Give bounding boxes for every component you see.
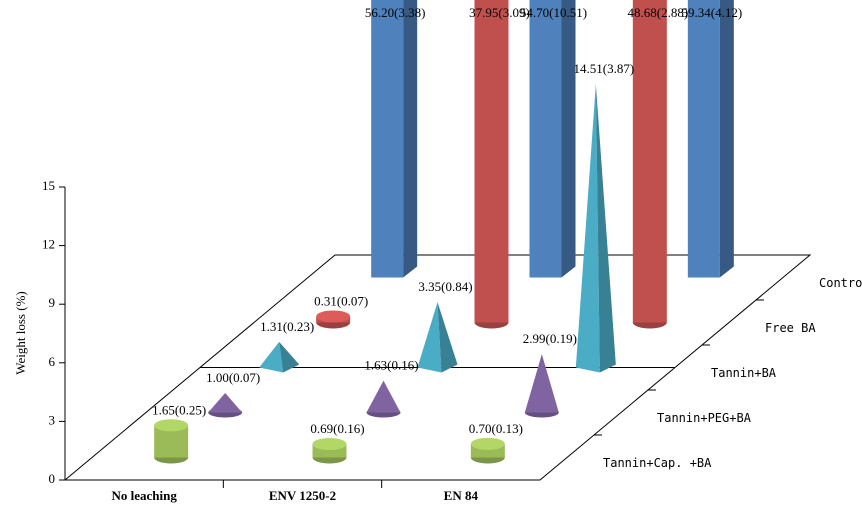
x-tick-label: EN 84 <box>444 488 479 503</box>
y-tick-label: 0 <box>49 471 56 486</box>
data-label: 54.70(10.51) <box>520 5 587 20</box>
cone-body <box>524 354 559 413</box>
series-label: Tannin+BA <box>711 366 777 380</box>
y-tick-label: 9 <box>49 295 56 310</box>
pyramid-side <box>279 341 300 373</box>
bar-side <box>719 0 734 278</box>
y-tick-label: 6 <box>49 354 56 369</box>
cone-body <box>366 380 401 413</box>
bar <box>632 0 667 329</box>
data-label: 2.99(0.19) <box>523 331 577 346</box>
pyramid-side <box>437 302 458 373</box>
cylinder-top <box>316 310 351 323</box>
bar-side <box>403 0 418 278</box>
bar <box>417 302 458 373</box>
data-label: 56.20(3.38) <box>365 5 426 20</box>
x-tick-label: ENV 1250-2 <box>269 488 336 503</box>
cylinder-top <box>312 438 347 451</box>
cylinder-top <box>470 437 505 450</box>
data-label: 14.51(3.87) <box>573 61 634 76</box>
pyramid-front <box>417 302 442 373</box>
data-label: 59.34(4.12) <box>681 5 742 20</box>
bar <box>575 84 616 373</box>
bar <box>371 0 418 278</box>
series-label: Tannin+Cap. +BA <box>603 456 712 470</box>
series-label: Tannin+PEG+BA <box>657 411 752 425</box>
bar <box>154 419 189 464</box>
data-label: 0.31(0.07) <box>314 293 368 308</box>
pyramid-side <box>595 84 616 373</box>
bar <box>312 438 347 464</box>
data-label: 1.00(0.07) <box>206 370 260 385</box>
bar <box>687 0 734 278</box>
pyramid-front <box>575 84 600 373</box>
data-label: 1.65(0.25) <box>152 402 206 417</box>
bar-front <box>687 0 720 278</box>
x-tick-label: No leaching <box>111 488 177 503</box>
bar-front <box>529 0 562 278</box>
bar <box>524 354 559 418</box>
data-label: 1.63(0.16) <box>364 358 418 373</box>
bar <box>208 392 243 418</box>
bar <box>529 0 576 278</box>
y-tick-label: 15 <box>42 178 55 193</box>
pyramid-front <box>259 341 284 373</box>
bar-front <box>371 0 404 278</box>
data-label: 1.31(0.23) <box>260 319 314 334</box>
bar <box>474 0 509 329</box>
bar <box>316 310 351 329</box>
y-tick-label: 12 <box>42 237 55 252</box>
data-label: 3.35(0.84) <box>418 279 472 294</box>
series-label: Control <box>819 276 862 290</box>
cylinder-body <box>632 0 667 323</box>
data-label: 0.69(0.16) <box>310 421 364 436</box>
bar <box>366 380 401 418</box>
data-label: 0.70(0.13) <box>469 421 523 436</box>
y-axis-label: Weight loss (%) <box>13 291 28 374</box>
bar <box>259 341 300 373</box>
data-label: 48.68(2.88) <box>627 5 688 20</box>
cylinder-top <box>154 419 189 432</box>
cylinder-body <box>474 0 509 323</box>
bar-side <box>561 0 576 278</box>
series-label: Free BA <box>765 321 816 335</box>
bar <box>470 437 505 464</box>
y-tick-label: 3 <box>49 412 56 427</box>
cone-body <box>208 392 243 413</box>
data-label: 37.95(3.09) <box>469 5 530 20</box>
